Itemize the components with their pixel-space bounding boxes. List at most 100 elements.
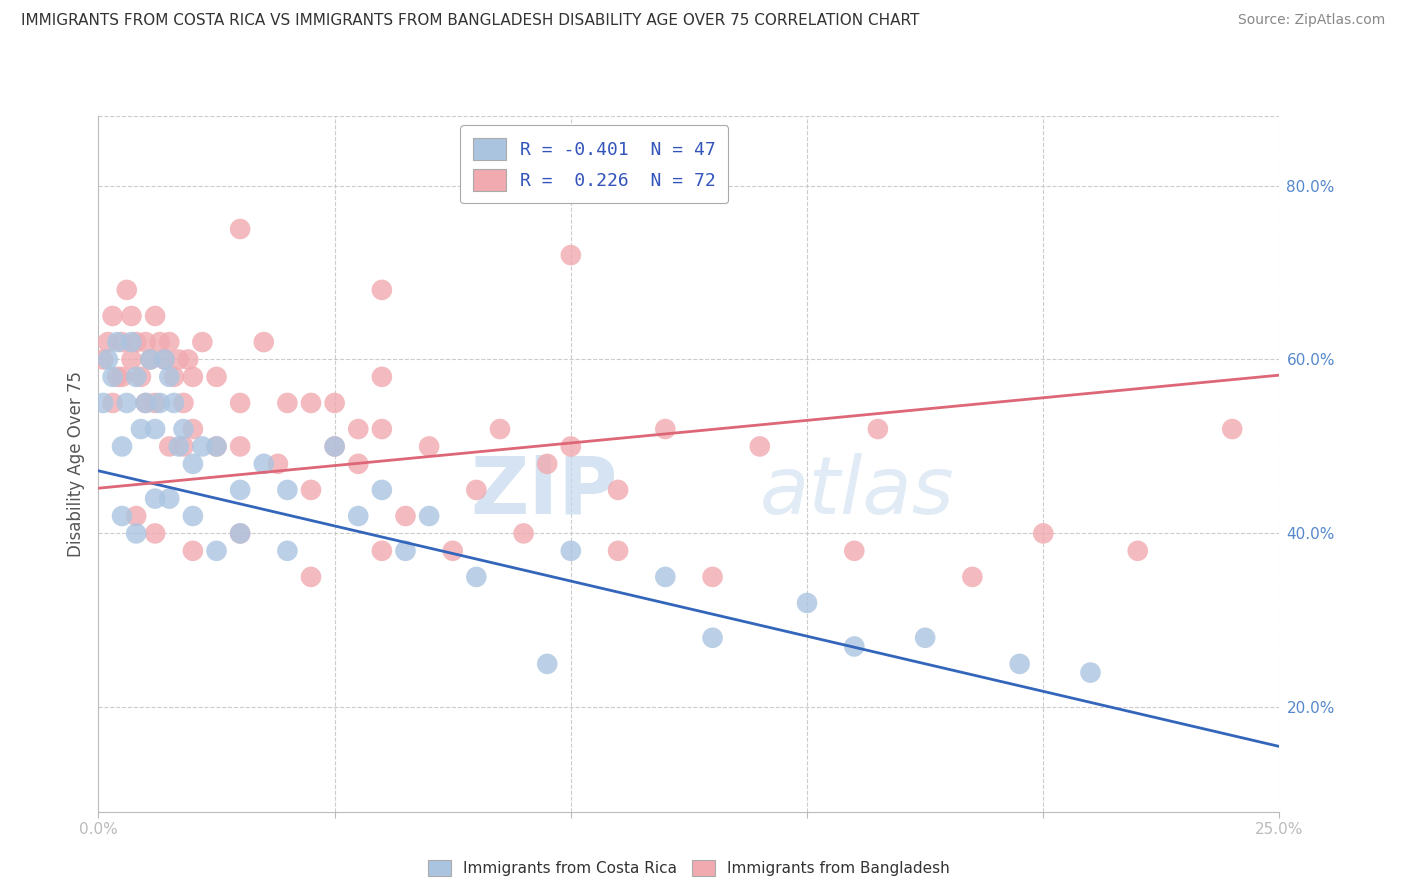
Point bbox=[441, 543, 464, 558]
Point bbox=[125, 508, 148, 523]
Point bbox=[1220, 422, 1243, 436]
Point bbox=[205, 369, 228, 384]
Point bbox=[105, 369, 128, 384]
Point bbox=[229, 396, 252, 410]
Point bbox=[229, 483, 252, 497]
Point bbox=[125, 526, 148, 541]
Point bbox=[91, 396, 114, 410]
Point bbox=[157, 334, 180, 349]
Point bbox=[371, 369, 394, 384]
Point bbox=[371, 483, 394, 497]
Point bbox=[115, 283, 138, 297]
Point bbox=[253, 457, 276, 471]
Point bbox=[560, 248, 582, 262]
Point bbox=[157, 440, 180, 453]
Point bbox=[135, 396, 157, 410]
Point bbox=[418, 440, 440, 453]
Point bbox=[97, 352, 120, 367]
Point bbox=[191, 440, 214, 453]
Point bbox=[205, 543, 228, 558]
Point bbox=[512, 526, 534, 541]
Point bbox=[536, 457, 558, 471]
Point bbox=[157, 491, 180, 506]
Point bbox=[276, 543, 298, 558]
Point bbox=[347, 457, 370, 471]
Point bbox=[465, 570, 488, 584]
Point bbox=[121, 309, 143, 323]
Point bbox=[191, 334, 214, 349]
Point bbox=[129, 422, 152, 436]
Point bbox=[181, 457, 204, 471]
Point bbox=[394, 508, 416, 523]
Point bbox=[323, 396, 346, 410]
Point bbox=[844, 543, 866, 558]
Point bbox=[101, 396, 124, 410]
Point bbox=[253, 334, 276, 349]
Point bbox=[143, 396, 166, 410]
Point bbox=[125, 369, 148, 384]
Point bbox=[121, 334, 143, 349]
Point bbox=[149, 334, 172, 349]
Point bbox=[157, 369, 180, 384]
Point bbox=[560, 440, 582, 453]
Point bbox=[607, 543, 630, 558]
Point bbox=[702, 570, 724, 584]
Point bbox=[748, 440, 770, 453]
Point bbox=[149, 396, 172, 410]
Point bbox=[299, 483, 322, 497]
Text: Source: ZipAtlas.com: Source: ZipAtlas.com bbox=[1237, 13, 1385, 28]
Point bbox=[111, 508, 134, 523]
Point bbox=[347, 422, 370, 436]
Point bbox=[115, 396, 138, 410]
Y-axis label: Disability Age Over 75: Disability Age Over 75 bbox=[66, 371, 84, 557]
Point bbox=[866, 422, 889, 436]
Point bbox=[143, 422, 166, 436]
Point bbox=[181, 543, 204, 558]
Point bbox=[229, 440, 252, 453]
Point bbox=[153, 352, 176, 367]
Point bbox=[167, 352, 190, 367]
Point bbox=[125, 334, 148, 349]
Point bbox=[205, 440, 228, 453]
Point bbox=[347, 508, 370, 523]
Point bbox=[111, 440, 134, 453]
Point bbox=[135, 334, 157, 349]
Point bbox=[177, 352, 200, 367]
Point bbox=[172, 396, 194, 410]
Point bbox=[654, 422, 676, 436]
Point bbox=[962, 570, 984, 584]
Point bbox=[143, 491, 166, 506]
Point bbox=[323, 440, 346, 453]
Point bbox=[129, 369, 152, 384]
Point bbox=[163, 396, 186, 410]
Point bbox=[267, 457, 290, 471]
Point bbox=[607, 483, 630, 497]
Point bbox=[1126, 543, 1149, 558]
Point bbox=[536, 657, 558, 671]
Point bbox=[299, 396, 322, 410]
Point bbox=[371, 283, 394, 297]
Point bbox=[101, 309, 124, 323]
Point bbox=[323, 440, 346, 453]
Text: IMMIGRANTS FROM COSTA RICA VS IMMIGRANTS FROM BANGLADESH DISABILITY AGE OVER 75 : IMMIGRANTS FROM COSTA RICA VS IMMIGRANTS… bbox=[21, 13, 920, 29]
Point bbox=[121, 352, 143, 367]
Point bbox=[163, 369, 186, 384]
Point bbox=[229, 526, 252, 541]
Point bbox=[153, 352, 176, 367]
Point bbox=[229, 526, 252, 541]
Legend: Immigrants from Costa Rica, Immigrants from Bangladesh: Immigrants from Costa Rica, Immigrants f… bbox=[420, 853, 957, 884]
Point bbox=[465, 483, 488, 497]
Point bbox=[105, 334, 128, 349]
Point bbox=[914, 631, 936, 645]
Point bbox=[97, 334, 120, 349]
Point bbox=[205, 440, 228, 453]
Point bbox=[91, 352, 114, 367]
Point bbox=[371, 422, 394, 436]
Point bbox=[844, 640, 866, 654]
Point bbox=[560, 543, 582, 558]
Point bbox=[143, 309, 166, 323]
Point bbox=[181, 508, 204, 523]
Point bbox=[172, 422, 194, 436]
Point bbox=[1008, 657, 1031, 671]
Point bbox=[139, 352, 162, 367]
